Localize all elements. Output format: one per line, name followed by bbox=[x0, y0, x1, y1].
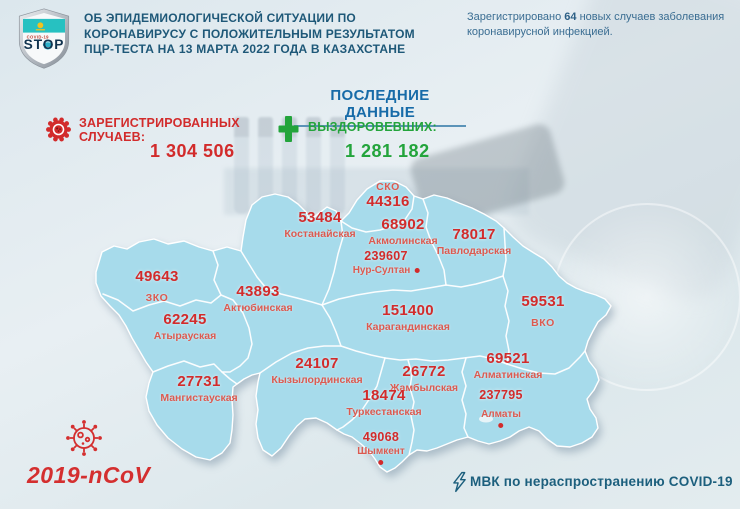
ncov-label: 2019-nCoV bbox=[27, 462, 151, 488]
region-cases: 26772 bbox=[402, 363, 446, 380]
region-label-aktyubinskaya: 43893 Актюбинская bbox=[223, 283, 292, 314]
region-cases: 237795 bbox=[479, 388, 523, 402]
region-name: Павлодарская bbox=[436, 245, 512, 257]
region-cases: 43893 bbox=[236, 283, 280, 300]
latest-data-title: ПОСЛЕДНИЕ ДАННЫЕ bbox=[294, 87, 466, 127]
region-name: Кызылординская bbox=[271, 374, 363, 386]
title-line-3: ПЦР-ТЕСТА НА 13 МАРТА 2022 ГОДА В КАЗАХС… bbox=[84, 42, 406, 56]
region-name: ВКО bbox=[531, 317, 555, 329]
region-cases: 53484 bbox=[298, 209, 342, 226]
region-label-akmolinskaya: 68902 Акмолинская bbox=[368, 216, 437, 247]
region-name: Актюбинская bbox=[223, 302, 293, 314]
region-name: Алматинская bbox=[473, 369, 543, 381]
region-name: Алматы bbox=[481, 409, 521, 420]
region-cases: 68902 bbox=[381, 216, 425, 233]
region-cases: 78017 bbox=[452, 226, 496, 243]
city-dot bbox=[378, 460, 384, 465]
recovered-label: ВЫЗДОРОВЕВШИХ: bbox=[308, 120, 437, 134]
capital-dot bbox=[414, 268, 420, 273]
title-line-2: КОРОНАВИРУСУ С ПОЛОЖИТЕЛЬНЫМ РЕЗУЛЬТАТОМ bbox=[84, 26, 415, 41]
coronavirus-icon bbox=[66, 420, 102, 456]
registered-label-line2: СЛУЧАЕВ: bbox=[79, 129, 146, 144]
region-borders bbox=[102, 195, 586, 456]
region-label-nur-sultan: 239607 Нур-Султан bbox=[353, 249, 420, 276]
background-test-tube bbox=[258, 117, 273, 214]
region-cases: 24107 bbox=[295, 355, 339, 372]
region-name: Акмолинская bbox=[368, 235, 438, 247]
country-outline bbox=[95, 180, 612, 473]
region-cases: 69521 bbox=[486, 350, 530, 367]
region-cases: 49643 bbox=[135, 268, 179, 285]
region-cases: 62245 bbox=[163, 311, 207, 328]
lake bbox=[479, 415, 493, 423]
logo-stop-label: STOP bbox=[24, 37, 65, 52]
region-label-mangistauskaya: 27731 Мангистауская bbox=[160, 373, 237, 404]
registered-cases-label: ЗАРЕГИСТРИРОВАННЫХ СЛУЧАЕВ: bbox=[79, 116, 240, 144]
region-name: Нур-Султан bbox=[352, 265, 411, 276]
virus-icon bbox=[46, 117, 71, 142]
recovered-value: 1 281 182 bbox=[345, 141, 430, 161]
region-label-shymkent: 49068 Шымкент bbox=[357, 430, 405, 465]
region-cases: 151400 bbox=[382, 302, 434, 319]
new-cases-suffix: новых случаев заболевания коронавирусной… bbox=[467, 11, 725, 38]
region-name: Костанайская bbox=[284, 228, 356, 240]
region-cases: 239607 bbox=[364, 249, 408, 263]
region-label-zko: 49643 ЗКО bbox=[135, 268, 178, 304]
region-label-kyzylordinskaya: 24107 Кызылординская bbox=[271, 355, 362, 386]
region-label-karagandinskaya: 151400 Карагандинская bbox=[366, 302, 450, 333]
new-cases-count: 64 bbox=[564, 11, 577, 23]
region-name: Карагандинская bbox=[366, 321, 450, 333]
registered-label-line1: ЗАРЕГИСТРИРОВАННЫХ bbox=[79, 116, 240, 130]
region-label-sko: 44316 СКО bbox=[366, 179, 409, 210]
region-cases: 59531 bbox=[521, 293, 565, 310]
region-name: Шымкент bbox=[357, 446, 405, 457]
background-test-tube bbox=[306, 117, 321, 214]
plus-icon bbox=[278, 116, 299, 142]
region-label-kostanayskaya: 53484 Костанайская bbox=[284, 209, 355, 240]
region-name: СКО bbox=[376, 181, 400, 193]
kazakhstan-flag-band bbox=[22, 18, 66, 33]
region-name: Мангистауская bbox=[160, 392, 238, 404]
region-cases: 27731 bbox=[177, 373, 221, 390]
region-label-turkestanskaya: 18474 Туркестанская bbox=[346, 387, 421, 418]
city-dot bbox=[498, 423, 504, 428]
new-cases-note: Зарегистрировано 64 новых случаев заболе… bbox=[467, 10, 733, 39]
region-label-vko: 59531 ВКО bbox=[521, 293, 564, 329]
region-name: Жамбылская bbox=[389, 382, 459, 394]
stop-covid-logo: COVID-19 STOP bbox=[18, 8, 70, 69]
region-name: Атырауская bbox=[153, 330, 217, 342]
background-test-tube bbox=[330, 117, 345, 214]
lightning-icon bbox=[453, 471, 466, 493]
region-name: ЗКО bbox=[145, 292, 169, 304]
page-title: ОБ ЭПИДЕМИОЛОГИЧЕСКОЙ СИТУАЦИИ ПО КОРОНА… bbox=[84, 11, 415, 58]
new-cases-prefix: Зарегистрировано bbox=[467, 11, 565, 23]
registered-cases-value: 1 304 506 bbox=[150, 141, 235, 161]
logo-covid-label: COVID-19 bbox=[27, 35, 50, 40]
region-cases: 49068 bbox=[362, 430, 400, 444]
background-test-tube bbox=[234, 117, 249, 214]
region-label-pavlodarskaya: 78017 Павлодарская bbox=[437, 226, 512, 257]
region-name: Туркестанская bbox=[346, 406, 422, 418]
region-cases: 44316 bbox=[366, 193, 410, 210]
title-line-1: ОБ ЭПИДЕМИОЛОГИЧЕСКОЙ СИТУАЦИИ ПО bbox=[84, 11, 356, 25]
region-label-almatinskaya: 69521 Алматинская bbox=[474, 350, 543, 381]
region-label-atyrauskaya: 62245 Атырауская bbox=[154, 311, 216, 342]
region-label-zhambylskaya: 26772 Жамбылская bbox=[390, 363, 458, 394]
region-cases: 18474 bbox=[362, 387, 406, 404]
region-label-almaty: 237795 Алматы bbox=[479, 388, 523, 428]
committee-label: МВК по нераспространению COVID-19 bbox=[470, 474, 733, 489]
